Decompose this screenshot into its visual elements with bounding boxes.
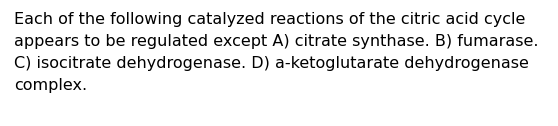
Text: C) isocitrate dehydrogenase. D) a-ketoglutarate dehydrogenase: C) isocitrate dehydrogenase. D) a-ketogl… xyxy=(14,56,529,71)
Text: complex.: complex. xyxy=(14,78,87,93)
Text: Each of the following catalyzed reactions of the citric acid cycle: Each of the following catalyzed reaction… xyxy=(14,12,526,27)
Text: appears to be regulated except A) citrate synthase. B) fumarase.: appears to be regulated except A) citrat… xyxy=(14,34,538,49)
